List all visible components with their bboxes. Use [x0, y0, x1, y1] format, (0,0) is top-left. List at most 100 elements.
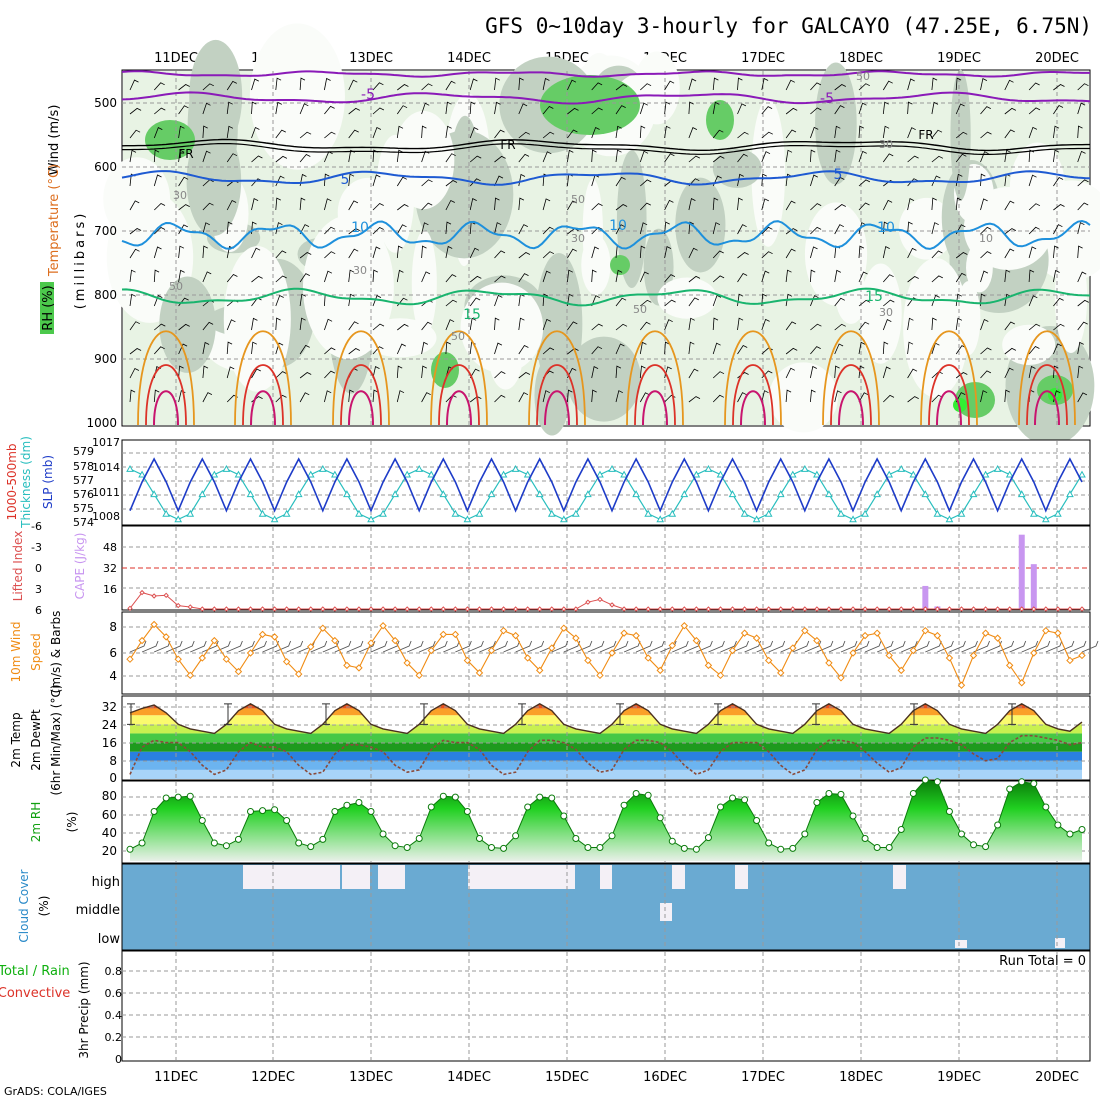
- wind-barb: [761, 293, 767, 307]
- rh-marker: [560, 812, 568, 820]
- thickness-marker: [897, 464, 906, 472]
- wind-barb-10m: [792, 640, 810, 653]
- wind-barb: [907, 368, 918, 379]
- wind-barb: [688, 275, 701, 283]
- wind-barb: [421, 245, 427, 259]
- li-marker: [380, 606, 386, 612]
- wind-barb-10m: [804, 640, 822, 653]
- wind-speed-marker: [355, 664, 363, 672]
- minmax-bar: [420, 703, 428, 725]
- rh-marker: [1030, 780, 1038, 788]
- thickness-marker: [162, 509, 171, 517]
- wind-barb: [226, 101, 233, 115]
- rh-patch: [675, 177, 726, 273]
- wind-barb: [129, 293, 136, 307]
- rh-marker: [283, 817, 291, 824]
- li-marker: [1043, 606, 1049, 612]
- wind-barb: [1004, 79, 1014, 91]
- wind-barb: [178, 269, 185, 283]
- wind-speed-marker: [210, 636, 219, 645]
- wind-speed-marker: [282, 657, 291, 666]
- minmax-bar: [616, 703, 624, 725]
- wind-barb: [469, 317, 477, 331]
- wind-barb: [494, 129, 505, 139]
- wind-barb: [1053, 224, 1063, 235]
- wind-barb: [980, 131, 992, 139]
- wind-barb: [883, 299, 895, 307]
- thickness-marker: [234, 470, 243, 478]
- pressure-tick-label: 700: [94, 224, 117, 238]
- wind-barb: [1004, 248, 1015, 259]
- wind-speed-marker: [909, 646, 917, 655]
- rh-marker: [608, 832, 616, 840]
- wind-barb-10m: [768, 640, 786, 653]
- wind-barb: [858, 271, 868, 283]
- wind-barb-10m: [1045, 640, 1063, 653]
- contour-label: 50: [451, 330, 465, 343]
- wind-barb: [518, 344, 529, 355]
- contour-20: [1018, 330, 1076, 426]
- wind-barb-10m: [250, 640, 267, 653]
- li-marker: [464, 606, 471, 612]
- thickness-marker: [379, 509, 387, 517]
- contour-25: [438, 364, 480, 426]
- li-marker: [139, 589, 145, 596]
- cloud-gap-high: [735, 865, 748, 889]
- wind-barb: [810, 174, 818, 187]
- wind-barb: [955, 272, 966, 283]
- wind-barb: [202, 321, 214, 331]
- contour-25: [340, 364, 382, 426]
- wind-speed-marker: [427, 646, 435, 655]
- wind-barb: [469, 275, 482, 283]
- wind-barb: [202, 150, 211, 163]
- upper-label-temperature: Temperature (°C): [47, 164, 62, 277]
- wind-barb: [518, 252, 531, 259]
- wind-barb-10m: [852, 640, 870, 653]
- wind-barb: [348, 269, 355, 283]
- rh-marker: [777, 845, 785, 853]
- contour-30: [740, 390, 766, 426]
- wind-speed-marker: [825, 659, 833, 667]
- contour-25: [1026, 364, 1068, 426]
- rh-marker: [753, 817, 761, 824]
- wind-barb: [202, 125, 208, 139]
- rh-marker: [451, 793, 459, 801]
- wind-barb-10m: [431, 640, 448, 653]
- contour-label: FR: [178, 147, 193, 161]
- wind-barb: [567, 107, 579, 115]
- wind-barb: [883, 394, 895, 403]
- thickness-line: [129, 468, 1083, 521]
- wind-barb: [907, 276, 919, 283]
- thickness-marker: [825, 490, 833, 498]
- wind-barb: [907, 155, 919, 163]
- wind-barb-10m: [141, 640, 159, 653]
- rh-shading: [103, 23, 1100, 446]
- wind-barb: [251, 78, 259, 91]
- wind-barb: [299, 372, 312, 379]
- contour-label: 5: [834, 167, 843, 183]
- wind-speed-marker: [499, 626, 508, 635]
- rh-patch: [488, 318, 523, 390]
- wind-barb: [275, 197, 281, 211]
- thickness-marker: [198, 490, 207, 498]
- wind-barb: [178, 365, 184, 379]
- contour-label: FR: [918, 128, 933, 142]
- thickness-marker: [355, 509, 363, 517]
- wind-barb: [1028, 269, 1035, 283]
- li-marker: [681, 606, 688, 612]
- rh-marker: [994, 821, 1002, 829]
- wind-barb: [542, 390, 550, 403]
- minmax-bar: [224, 703, 232, 725]
- wind-speed-marker: [234, 667, 243, 676]
- rh-marker: [439, 792, 447, 800]
- wind-barb: [980, 198, 988, 211]
- li-marker: [621, 606, 627, 612]
- rh-marker: [741, 796, 749, 804]
- contour-label: 5: [341, 172, 350, 188]
- rh-marker: [596, 844, 604, 851]
- contour-label: 15: [865, 289, 883, 305]
- wind-barb: [639, 102, 648, 115]
- wind-barb: [153, 149, 160, 163]
- contour-20: [626, 330, 684, 426]
- wind-speed-marker: [415, 671, 423, 680]
